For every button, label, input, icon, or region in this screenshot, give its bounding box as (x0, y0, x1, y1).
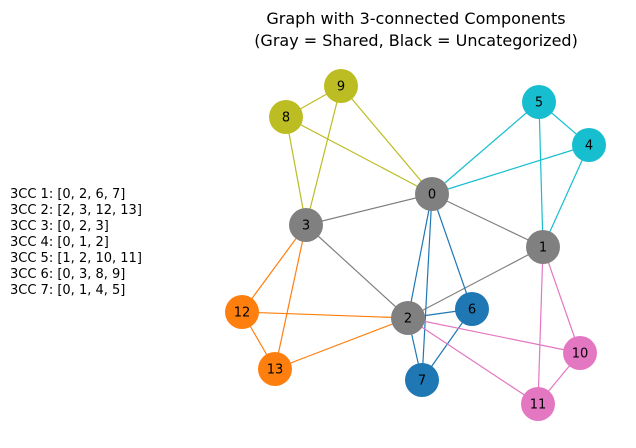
node-label-12: 12 (234, 306, 251, 321)
node-12: 12 (225, 295, 259, 329)
edge-0-6 (431, 193, 473, 310)
node-7: 7 (405, 363, 439, 397)
edges-layer (241, 85, 590, 405)
node-circle-0 (415, 177, 449, 211)
node-3: 3 (289, 208, 323, 242)
node-0: 0 (415, 177, 449, 211)
node-4: 4 (572, 128, 606, 162)
legend-entry-3cc-5: 3CC 5: [1, 2, 10, 11] (10, 251, 142, 266)
node-8: 8 (269, 100, 303, 134)
node-circle-7 (405, 363, 439, 397)
edge-1-10 (542, 246, 581, 354)
node-circle-3 (289, 208, 323, 242)
node-label-13: 13 (267, 363, 284, 378)
node-6: 6 (455, 292, 489, 326)
edge-0-8 (285, 116, 433, 195)
node-5: 5 (522, 85, 556, 119)
node-circle-11 (521, 387, 555, 421)
edge-3-8 (285, 116, 307, 226)
legend-entry-3cc-7: 3CC 7: [0, 1, 4, 5] (10, 283, 125, 298)
edge-0-3 (305, 193, 433, 226)
node-circle-10 (563, 336, 597, 370)
node-circle-4 (572, 128, 606, 162)
legend-entry-3cc-6: 3CC 6: [0, 3, 8, 9] (10, 267, 125, 282)
legend-entry-3cc-2: 3CC 2: [2, 3, 12, 13] (10, 203, 142, 218)
legend-entry-3cc-1: 3CC 1: [0, 2, 6, 7] (10, 187, 125, 202)
node-2: 2 (391, 301, 425, 335)
node-label-1: 1 (539, 241, 547, 256)
legend-entry-3cc-3: 3CC 3: [0, 2, 3] (10, 219, 109, 234)
edge-2-12 (241, 311, 409, 319)
node-label-5: 5 (535, 96, 543, 111)
legend-block: 3CC 1: [0, 2, 6, 7] 3CC 2: [2, 3, 12, 13… (10, 187, 142, 298)
node-label-11: 11 (530, 398, 547, 413)
figure-title-line-1: Graph with 3-connected Components (266, 9, 565, 28)
node-circle-1 (526, 230, 560, 264)
edge-1-4 (542, 144, 590, 248)
node-1: 1 (526, 230, 560, 264)
node-label-7: 7 (418, 374, 426, 389)
node-circle-8 (269, 100, 303, 134)
node-label-10: 10 (572, 347, 589, 362)
node-circle-9 (324, 69, 358, 103)
edge-3-12 (241, 224, 307, 313)
legend-entry-3cc-4: 3CC 4: [0, 1, 2] (10, 235, 109, 250)
node-label-0: 0 (428, 188, 436, 203)
node-circle-12 (225, 295, 259, 329)
edge-3-2 (305, 224, 409, 319)
figure-title-line-2: (Gray = Shared, Black = Uncategorized) (254, 31, 578, 50)
edge-0-4 (431, 144, 590, 195)
node-label-2: 2 (404, 312, 412, 327)
edge-3-9 (305, 85, 342, 226)
node-13: 13 (258, 352, 292, 386)
edge-3-13 (274, 224, 307, 370)
node-circle-2 (391, 301, 425, 335)
edge-0-2 (407, 193, 433, 319)
node-9: 9 (324, 69, 358, 103)
edge-1-11 (537, 246, 544, 405)
node-circle-5 (522, 85, 556, 119)
edge-2-11 (407, 317, 539, 405)
edge-2-13 (274, 317, 409, 370)
node-circle-13 (258, 352, 292, 386)
edge-0-9 (340, 85, 433, 195)
node-11: 11 (521, 387, 555, 421)
node-label-6: 6 (468, 303, 476, 318)
edge-2-10 (407, 317, 581, 354)
node-circle-6 (455, 292, 489, 326)
node-label-8: 8 (282, 111, 290, 126)
node-label-3: 3 (302, 219, 310, 234)
node-label-9: 9 (337, 80, 345, 95)
edge-0-7 (421, 193, 433, 381)
node-10: 10 (563, 336, 597, 370)
edge-0-5 (431, 101, 540, 195)
edge-0-1 (431, 193, 544, 248)
node-label-4: 4 (585, 139, 593, 154)
edge-1-2 (407, 246, 544, 319)
edge-1-5 (538, 101, 544, 248)
